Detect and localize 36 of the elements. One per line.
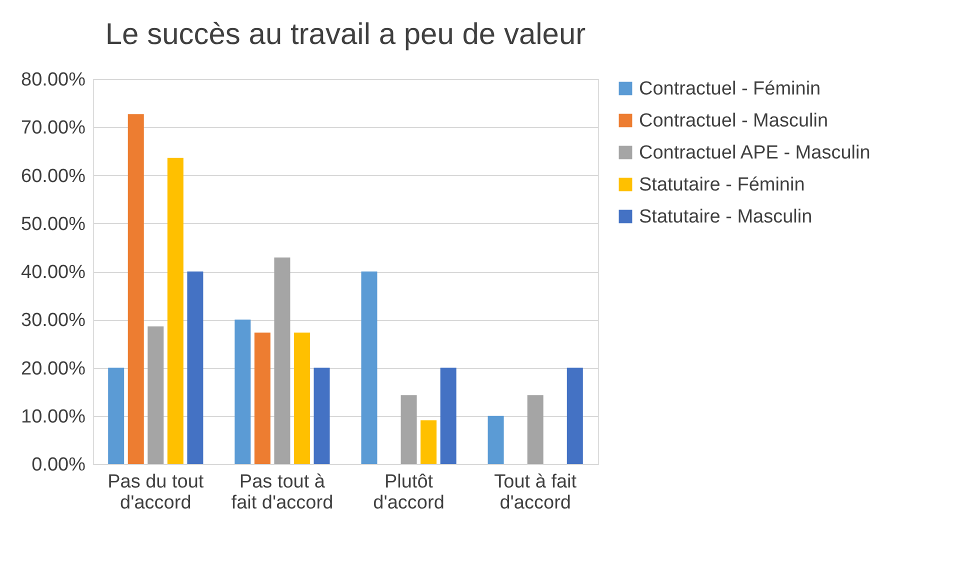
x-tick-label: Tout à fait d'accord — [494, 472, 578, 514]
legend-label: Contractuel - Féminin — [639, 78, 821, 100]
bar — [187, 272, 204, 464]
bar — [400, 395, 417, 464]
bar — [128, 114, 144, 464]
bar — [361, 272, 378, 464]
y-tick-label: 10.00% — [21, 406, 86, 428]
y-tick-label: 20.00% — [21, 358, 86, 380]
y-tick-label: 80.00% — [21, 70, 86, 90]
y-tick-label: 0.00% — [32, 454, 86, 476]
legend-label: Contractuel APE - Masculin — [639, 142, 870, 164]
y-tick-label: 70.00% — [21, 118, 86, 139]
bar — [274, 258, 290, 464]
bar — [314, 368, 330, 464]
y-tick-label: 50.00% — [21, 214, 86, 235]
legend-label: Statutaire - Féminin — [639, 174, 805, 196]
chart-title: Le succès au travail a peu de valeur — [105, 18, 586, 51]
x-tick-label: Pas du tout d'accord — [108, 472, 204, 514]
y-tick-label: 60.00% — [21, 166, 86, 187]
bar — [527, 395, 544, 464]
bar — [108, 368, 124, 464]
bar — [294, 332, 310, 464]
y-tick-label: 40.00% — [21, 262, 86, 283]
legend-label: Contractuel - Masculin — [639, 110, 828, 132]
x-tick-label: Plutôt d'accord — [373, 472, 444, 514]
legend-label: Statutaire - Masculin — [639, 206, 812, 228]
bar — [167, 158, 184, 464]
bar — [148, 326, 164, 464]
bar — [420, 420, 437, 464]
bar — [488, 416, 504, 464]
bar — [234, 320, 251, 464]
y-tick-label: 30.00% — [21, 310, 86, 332]
bar — [566, 368, 583, 464]
bar — [254, 332, 270, 464]
x-tick-label: Pas tout à fait d'accord — [231, 472, 334, 514]
bar — [440, 368, 456, 464]
